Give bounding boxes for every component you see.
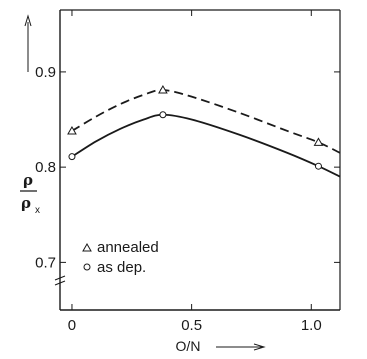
- y-label-denominator: ρ: [21, 194, 31, 212]
- series-line-as-dep-: [71, 113, 341, 178]
- x-tick-label: 0.5: [181, 317, 202, 334]
- data-point-triangle: [313, 137, 324, 146]
- y-tick-label: 0.9: [35, 64, 56, 81]
- y-label-numerator: ρ: [23, 171, 33, 189]
- legend-label-as-dep: as dep.: [97, 259, 146, 276]
- series-curves: [71, 89, 341, 178]
- data-point-triangle: [67, 125, 77, 135]
- x-axis-ticks: 0 0.5 1.0: [68, 10, 322, 334]
- y-tick-label: 0.7: [35, 254, 56, 271]
- axis-break-mark: [54, 280, 66, 286]
- series-line-annealed: [71, 89, 341, 154]
- x-axis-label: O/N: [176, 338, 266, 354]
- data-point-triangle: [158, 84, 168, 94]
- legend-label-annealed: annealed: [97, 239, 159, 256]
- axis-break-mark: [54, 275, 66, 281]
- series-markers: [67, 84, 324, 170]
- y-axis-label: ρ ρ x: [20, 14, 40, 216]
- x-tick-label: 0: [68, 317, 76, 334]
- data-point-circle: [159, 111, 167, 119]
- legend-triangle-marker: [82, 242, 92, 252]
- x-tick-label: 1.0: [301, 317, 322, 334]
- legend-circle-marker: [83, 263, 91, 271]
- data-point-circle: [68, 153, 76, 161]
- y-axis-ticks: 0.7 0.8 0.9: [35, 64, 340, 271]
- legend: annealed as dep.: [82, 239, 159, 276]
- x-label-text: O/N: [176, 338, 201, 354]
- x-label-arrow-head: [253, 343, 266, 351]
- y-label-arrow-head: [24, 14, 32, 27]
- y-label-subscript: x: [35, 205, 40, 216]
- y-tick-label: 0.8: [35, 159, 56, 176]
- plot-frame: [54, 9, 341, 311]
- data-point-circle: [314, 162, 322, 170]
